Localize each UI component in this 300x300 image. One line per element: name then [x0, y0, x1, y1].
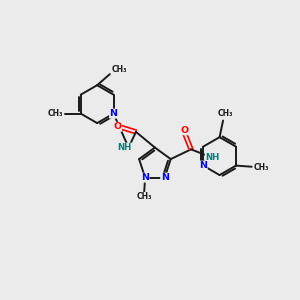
Text: O: O: [180, 126, 188, 135]
Text: CH₃: CH₃: [136, 192, 152, 201]
Text: N: N: [110, 109, 118, 118]
Text: CH₃: CH₃: [112, 65, 127, 74]
Text: N: N: [161, 173, 169, 182]
Text: CH₃: CH₃: [217, 109, 232, 118]
Text: CH₃: CH₃: [48, 109, 63, 118]
Text: NH: NH: [205, 153, 219, 162]
Text: O: O: [113, 122, 122, 131]
Text: N: N: [199, 161, 207, 170]
Text: N: N: [141, 173, 149, 182]
Text: CH₃: CH₃: [254, 164, 269, 172]
Text: NH: NH: [117, 143, 131, 152]
